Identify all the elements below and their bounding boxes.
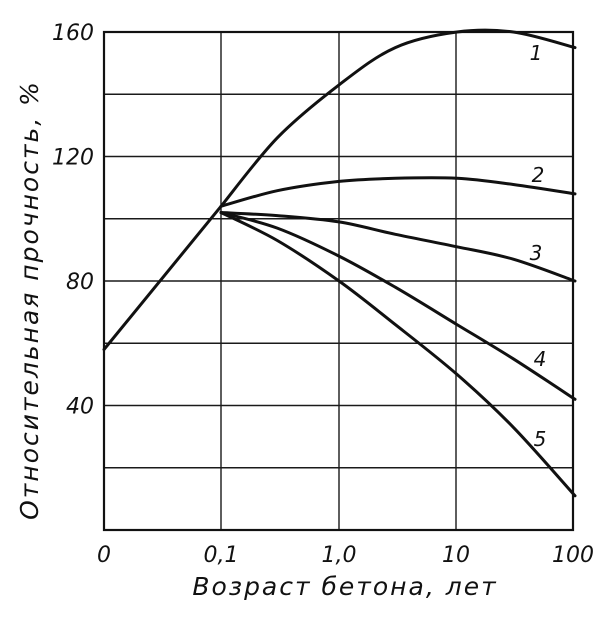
series-line-3 [219, 211, 577, 283]
curve-labels: 1 2 3 4 5 [530, 41, 547, 451]
x-tick-label: 0,1 [204, 543, 239, 568]
series-line-1 [102, 28, 577, 351]
series-line-5 [219, 211, 577, 498]
series-label-2: 2 [532, 163, 545, 187]
series-label-4: 4 [534, 347, 547, 371]
series-line-4 [219, 211, 577, 401]
x-tick-label: 10 [442, 543, 470, 568]
y-tick-label: 40 [66, 395, 94, 420]
y-tick-label: 80 [66, 270, 94, 295]
grid [104, 32, 573, 530]
x-axis-title: Возраст бетона, лет [192, 572, 497, 601]
x-tick-label: 1,0 [322, 543, 357, 568]
curves [102, 28, 577, 498]
x-tick-label: 0 [97, 543, 111, 568]
series-label-3: 3 [530, 241, 543, 265]
y-tick-label: 160 [52, 21, 94, 46]
y-axis-title: Относительная прочность, % [15, 80, 44, 520]
series-label-5: 5 [534, 427, 547, 451]
x-tick-label: 100 [552, 543, 594, 568]
y-tick-label: 120 [52, 146, 94, 171]
series-label-1: 1 [530, 41, 543, 65]
tick-labels: 0 0,1 1,0 10 100 40 80 120 160 [52, 21, 594, 568]
series-line-2 [219, 176, 577, 208]
